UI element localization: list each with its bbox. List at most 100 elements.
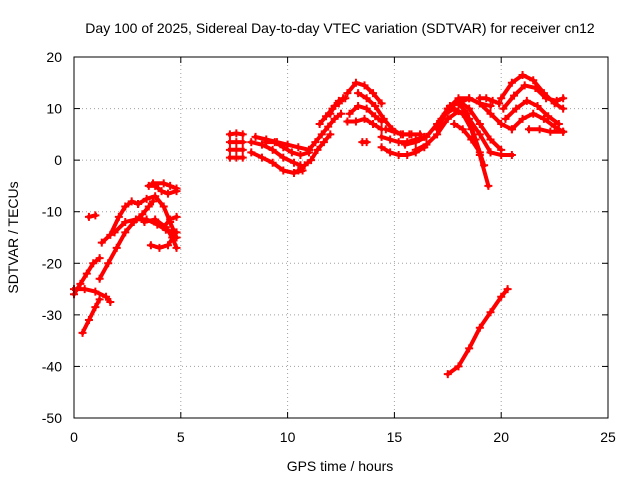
series-track-17	[225, 153, 247, 162]
data-point	[518, 114, 527, 123]
data-point	[497, 292, 506, 301]
data-point	[465, 104, 474, 113]
y-tick-label: 10	[46, 101, 62, 117]
data-point	[524, 125, 533, 134]
data-point	[151, 215, 160, 224]
data-point	[95, 254, 104, 263]
data-point	[488, 96, 497, 105]
data-point	[454, 99, 463, 108]
data-point	[369, 120, 378, 129]
series-track-33	[381, 125, 425, 139]
data-point	[422, 140, 431, 149]
series-line	[527, 127, 566, 134]
data-point	[371, 112, 380, 121]
data-point	[172, 212, 181, 221]
data-point	[544, 112, 553, 121]
data-point	[84, 212, 93, 221]
data-point	[247, 138, 256, 147]
data-point	[486, 109, 495, 118]
data-point	[416, 130, 425, 139]
series-track-46	[501, 96, 563, 129]
data-point	[529, 76, 538, 85]
data-point	[330, 114, 339, 123]
data-point	[465, 94, 474, 103]
series-track-29	[354, 89, 414, 139]
data-point	[554, 120, 563, 129]
chart-title: Day 100 of 2025, Sidereal Day-to-day VTE…	[85, 20, 595, 36]
data-point	[486, 135, 495, 144]
data-point	[257, 140, 266, 149]
data-point	[247, 148, 256, 157]
series-track-8	[134, 192, 181, 242]
data-point	[518, 71, 527, 80]
data-point	[104, 259, 113, 268]
data-point	[482, 94, 491, 103]
data-point	[443, 104, 452, 113]
data-point	[268, 145, 277, 154]
data-point	[238, 153, 247, 162]
data-point	[360, 81, 369, 90]
data-point	[238, 138, 247, 147]
series-track-13	[159, 212, 181, 232]
data-point	[290, 169, 299, 178]
data-point	[313, 145, 322, 154]
data-point	[503, 285, 512, 294]
series-track-26	[343, 78, 386, 108]
data-point	[559, 104, 568, 113]
data-point	[351, 78, 360, 87]
data-point	[343, 117, 352, 126]
data-point	[507, 78, 516, 87]
data-point	[238, 130, 247, 139]
data-point	[345, 109, 354, 118]
data-point	[238, 145, 247, 154]
data-point	[296, 150, 305, 159]
data-point	[463, 109, 472, 118]
data-point	[149, 179, 158, 188]
data-point	[403, 150, 412, 159]
data-point	[172, 228, 181, 237]
data-point	[407, 130, 416, 139]
data-point	[433, 125, 442, 134]
data-point	[512, 104, 521, 113]
data-point	[262, 138, 271, 147]
series-track-2	[70, 285, 115, 306]
data-point	[290, 158, 299, 167]
series-line	[451, 121, 483, 156]
data-point	[89, 259, 98, 268]
data-point	[486, 308, 495, 317]
data-point	[343, 89, 352, 98]
plot-frame	[73, 56, 609, 419]
data-point	[362, 104, 371, 113]
data-point	[279, 153, 288, 162]
data-point	[362, 94, 371, 103]
data-point	[144, 202, 153, 211]
data-point	[531, 83, 540, 92]
x-tick-label: 20	[493, 429, 509, 445]
data-point	[82, 269, 91, 278]
data-point	[454, 362, 463, 371]
data-point	[95, 295, 104, 304]
data-point	[311, 138, 320, 147]
data-point	[304, 145, 313, 154]
data-point	[317, 130, 326, 139]
data-point	[279, 143, 288, 152]
data-point	[522, 96, 531, 105]
data-point	[315, 120, 324, 129]
series-line	[413, 109, 494, 156]
data-point	[80, 285, 89, 294]
data-layer	[70, 71, 568, 379]
data-point	[84, 316, 93, 325]
data-point	[507, 150, 516, 159]
y-tick-label: -40	[42, 358, 62, 374]
data-point	[450, 120, 459, 129]
series-track-22	[294, 130, 335, 175]
data-point	[559, 127, 568, 136]
series-track-11	[149, 179, 181, 193]
data-point	[394, 138, 403, 147]
x-tick-label: 15	[387, 429, 403, 445]
data-point	[121, 218, 130, 227]
series-track-4	[84, 211, 100, 221]
data-point	[163, 241, 172, 250]
data-point	[381, 125, 390, 134]
